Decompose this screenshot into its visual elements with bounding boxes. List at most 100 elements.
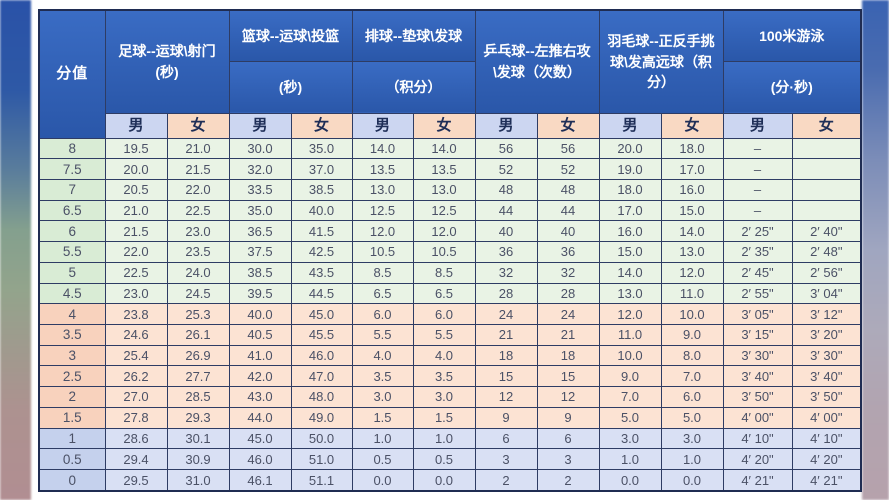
data-cell: 13.0 [660, 241, 724, 263]
data-cell: 6.0 [412, 303, 476, 325]
data-cell: 18.0 [660, 137, 724, 160]
background-blur-left [0, 0, 31, 500]
data-cell: 23.8 [104, 303, 168, 325]
data-cell: 42.0 [228, 365, 292, 388]
data-cell: 25.4 [104, 344, 168, 367]
data-cell: 24.0 [166, 261, 230, 284]
data-cell: 0.0 [598, 469, 662, 492]
score-cell: 6 [38, 220, 106, 243]
header-tabletennis: 乒乓球--左推右攻\发球（次数） [474, 9, 600, 114]
data-cell: 4′ 20" [722, 448, 793, 470]
data-cell: 35.0 [228, 199, 292, 222]
score-cell: 8 [38, 137, 106, 160]
data-cell: 31.0 [166, 469, 230, 492]
table-row: 5.5 22.0 23.5 37.5 42.5 10.5 10.5 36 36 15.0 13.0 2… [38, 241, 862, 263]
data-cell: 3′ 30" [791, 344, 862, 367]
data-cell: 3′ 30" [722, 344, 793, 367]
data-cell: 21 [474, 323, 538, 346]
data-cell: 12.0 [351, 220, 414, 243]
score-cell: 4.5 [38, 282, 106, 305]
data-cell: 3 [474, 448, 538, 470]
data-cell: 48 [536, 178, 600, 201]
data-cell: 3′ 40" [791, 365, 862, 388]
data-cell: 5.0 [598, 406, 662, 429]
data-cell: 6.0 [660, 386, 724, 408]
football-unit: (秒) [155, 63, 179, 80]
data-cell: 45.5 [290, 323, 353, 346]
data-cell [791, 178, 862, 201]
data-cell: 2′ 35" [722, 241, 793, 263]
data-cell: 41.5 [290, 220, 353, 243]
data-cell [791, 137, 862, 160]
data-cell: 11.0 [598, 323, 662, 346]
gender-header-female: 女 [290, 112, 353, 139]
table-row: 2 27.0 28.5 43.0 48.0 3.0 3.0 12 12 7.0 6.0 3′ 50" 3… [38, 386, 862, 408]
data-cell: 3.0 [412, 386, 476, 408]
data-cell: 3′ 04" [791, 282, 862, 305]
data-cell: 5.5 [412, 323, 476, 346]
data-cell: 40 [474, 220, 538, 243]
basketball-unit: (秒) [228, 60, 353, 114]
data-cell: 13.5 [412, 158, 476, 180]
data-cell [791, 199, 862, 222]
data-cell: 32.0 [228, 158, 292, 180]
data-cell: 12.0 [412, 220, 476, 243]
data-cell: 52 [536, 158, 600, 180]
data-cell: 43.5 [290, 261, 353, 284]
gender-header-male: 男 [474, 112, 538, 139]
data-cell: 24 [536, 303, 600, 325]
table-row: 3.5 24.6 26.1 40.5 45.5 5.5 5.5 21 21 11.0 9.0 3′ 1… [38, 323, 862, 346]
data-cell: 25.3 [166, 303, 230, 325]
header-football: 足球--运球\射门 (秒) [104, 9, 230, 114]
score-cell: 0 [38, 469, 106, 492]
header-badminton: 羽毛球--正反手挑球\发高远球（积分） [598, 9, 724, 114]
data-cell: 3 [536, 448, 600, 470]
score-cell: 2 [38, 386, 106, 408]
data-cell: 6.5 [412, 282, 476, 305]
data-cell: 3.0 [598, 427, 662, 450]
data-cell: 48 [474, 178, 538, 201]
table-row: 1.5 27.8 29.3 44.0 49.0 1.5 1.5 9 9 5.0 5.0 4′ 00" 4… [38, 406, 862, 429]
data-cell: 21.0 [104, 199, 168, 222]
gender-header-female: 女 [166, 112, 230, 139]
data-cell: – [722, 199, 793, 222]
score-cell: 5.5 [38, 241, 106, 263]
data-cell: 9.0 [598, 365, 662, 388]
data-cell: 26.2 [104, 365, 168, 388]
data-cell: 2′ 48" [791, 241, 862, 263]
data-cell: 4′ 00" [791, 406, 862, 429]
data-cell: 6.0 [351, 303, 414, 325]
data-cell: 23.0 [166, 220, 230, 243]
data-cell: 3.5 [412, 365, 476, 388]
data-cell: 36 [474, 241, 538, 263]
data-cell: 27.7 [166, 365, 230, 388]
data-cell: 40.0 [290, 199, 353, 222]
data-cell: 26.1 [166, 323, 230, 346]
data-cell: 17.0 [660, 158, 724, 180]
table-row: 5 22.5 24.0 38.5 43.5 8.5 8.5 32 32 14.0 12.0 2′ 45… [38, 261, 862, 284]
data-cell: 13.5 [351, 158, 414, 180]
data-cell: 9 [536, 406, 600, 429]
data-cell: 51.0 [290, 448, 353, 470]
data-cell: 15.0 [660, 199, 724, 222]
data-cell: 46.0 [228, 448, 292, 470]
data-cell: 24.6 [104, 323, 168, 346]
score-cell: 5 [38, 261, 106, 284]
data-cell: 12.0 [598, 303, 662, 325]
data-cell: 38.5 [228, 261, 292, 284]
scoring-table-container: 分值 足球--运球\射门 (秒) 篮球--运球\投篮 排球--垫球\发球 乒乓球… [38, 9, 863, 492]
data-cell: 21 [536, 323, 600, 346]
header-row-sports: 分值 足球--运球\射门 (秒) 篮球--运球\投篮 排球--垫球\发球 乒乓球… [38, 9, 862, 139]
data-cell: 6 [536, 427, 600, 450]
data-cell: 50.0 [290, 427, 353, 450]
data-cell: 56 [474, 137, 538, 160]
data-cell: 22.0 [104, 241, 168, 263]
volleyball-unit: （积分） [351, 60, 476, 114]
data-cell: 18 [474, 344, 538, 367]
data-cell: 3′ 15" [722, 323, 793, 346]
data-cell: 12 [474, 386, 538, 408]
data-cell: 30.9 [166, 448, 230, 470]
data-cell: 20.0 [104, 158, 168, 180]
data-cell: 24 [474, 303, 538, 325]
data-cell: 2′ 55" [722, 282, 793, 305]
